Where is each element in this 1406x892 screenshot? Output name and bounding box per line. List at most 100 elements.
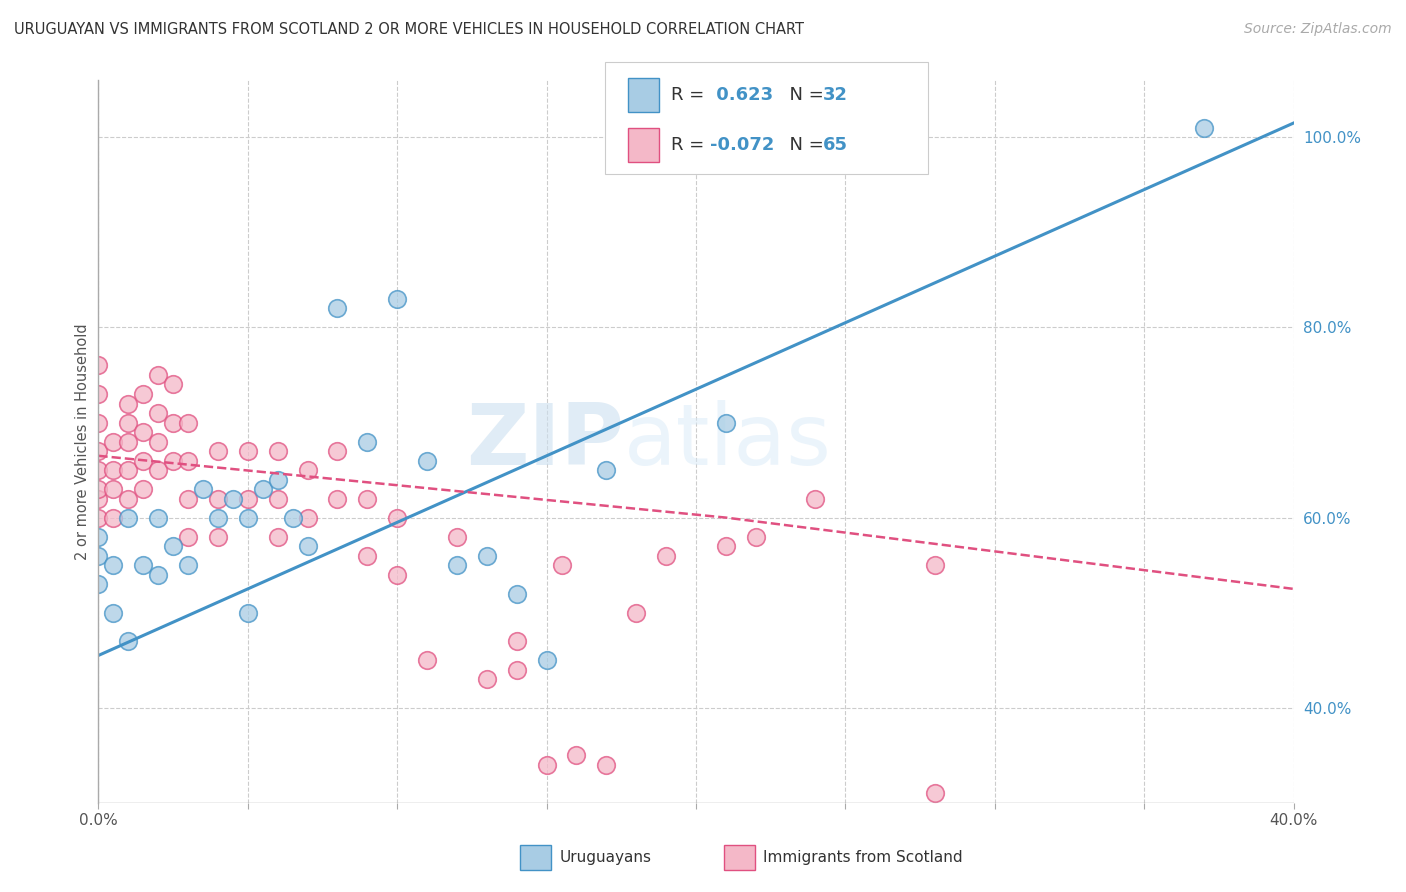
Point: [132, 482, 155, 496]
Point: [475, 672, 498, 686]
Point: [267, 491, 290, 506]
Point: [117, 416, 139, 430]
Text: -0.072: -0.072: [710, 136, 775, 154]
Point: [87, 577, 110, 591]
Point: [87, 549, 110, 563]
Point: [326, 444, 349, 458]
Point: [446, 558, 468, 573]
Point: [506, 634, 529, 648]
Point: [191, 482, 214, 496]
Text: R =: R =: [671, 86, 710, 103]
Y-axis label: 2 or more Vehicles in Household: 2 or more Vehicles in Household: [75, 323, 90, 560]
Point: [103, 482, 125, 496]
Point: [177, 530, 200, 544]
Point: [536, 757, 558, 772]
Point: [550, 558, 572, 573]
Point: [162, 539, 184, 553]
Point: [148, 510, 170, 524]
Point: [148, 434, 170, 449]
Point: [148, 567, 170, 582]
Point: [103, 510, 125, 524]
Point: [148, 406, 170, 420]
Point: [356, 491, 378, 506]
Text: ZIP: ZIP: [467, 400, 624, 483]
Point: [87, 482, 110, 496]
Text: Source: ZipAtlas.com: Source: ZipAtlas.com: [1244, 22, 1392, 37]
Point: [177, 453, 200, 467]
Point: [222, 491, 245, 506]
Point: [924, 786, 946, 800]
Text: N =: N =: [778, 86, 830, 103]
Point: [117, 510, 139, 524]
Point: [655, 549, 678, 563]
Point: [103, 434, 125, 449]
Point: [385, 510, 409, 524]
Point: [87, 359, 110, 373]
Point: [326, 491, 349, 506]
Point: [595, 463, 617, 477]
Point: [326, 301, 349, 316]
Point: [148, 368, 170, 382]
Point: [117, 396, 139, 410]
Point: [565, 748, 588, 763]
Text: 0.623: 0.623: [710, 86, 773, 103]
Point: [132, 558, 155, 573]
Point: [281, 510, 304, 524]
Point: [132, 453, 155, 467]
Point: [714, 539, 737, 553]
Point: [236, 491, 259, 506]
Point: [356, 549, 378, 563]
Point: [416, 653, 439, 667]
Text: 65: 65: [823, 136, 848, 154]
Point: [162, 377, 184, 392]
Point: [356, 434, 378, 449]
Point: [506, 587, 529, 601]
Point: [207, 530, 229, 544]
Point: [924, 558, 946, 573]
Point: [536, 653, 558, 667]
Point: [177, 491, 200, 506]
Point: [207, 510, 229, 524]
Point: [87, 491, 110, 506]
Point: [103, 558, 125, 573]
Text: Uruguayans: Uruguayans: [560, 850, 651, 864]
Text: URUGUAYAN VS IMMIGRANTS FROM SCOTLAND 2 OR MORE VEHICLES IN HOUSEHOLD CORRELATIO: URUGUAYAN VS IMMIGRANTS FROM SCOTLAND 2 …: [14, 22, 804, 37]
Point: [1192, 120, 1215, 135]
Point: [162, 453, 184, 467]
Point: [745, 530, 768, 544]
Text: 32: 32: [823, 86, 848, 103]
Point: [207, 491, 229, 506]
Text: N =: N =: [778, 136, 830, 154]
Point: [87, 463, 110, 477]
Point: [117, 434, 139, 449]
Point: [148, 463, 170, 477]
Point: [117, 634, 139, 648]
Point: [475, 549, 498, 563]
Text: Immigrants from Scotland: Immigrants from Scotland: [763, 850, 963, 864]
Point: [162, 416, 184, 430]
Text: atlas: atlas: [624, 400, 832, 483]
Point: [385, 567, 409, 582]
Point: [103, 463, 125, 477]
Text: R =: R =: [671, 136, 710, 154]
Point: [236, 444, 259, 458]
Point: [132, 425, 155, 439]
Point: [714, 416, 737, 430]
Point: [804, 491, 827, 506]
Point: [252, 482, 274, 496]
Point: [385, 292, 409, 306]
Point: [297, 463, 319, 477]
Point: [446, 530, 468, 544]
Point: [207, 444, 229, 458]
Point: [236, 606, 259, 620]
Point: [117, 463, 139, 477]
Point: [416, 453, 439, 467]
Point: [177, 416, 200, 430]
Point: [87, 387, 110, 401]
Point: [506, 663, 529, 677]
Point: [595, 757, 617, 772]
Point: [685, 112, 707, 126]
Point: [87, 530, 110, 544]
Point: [87, 510, 110, 524]
Point: [626, 606, 648, 620]
